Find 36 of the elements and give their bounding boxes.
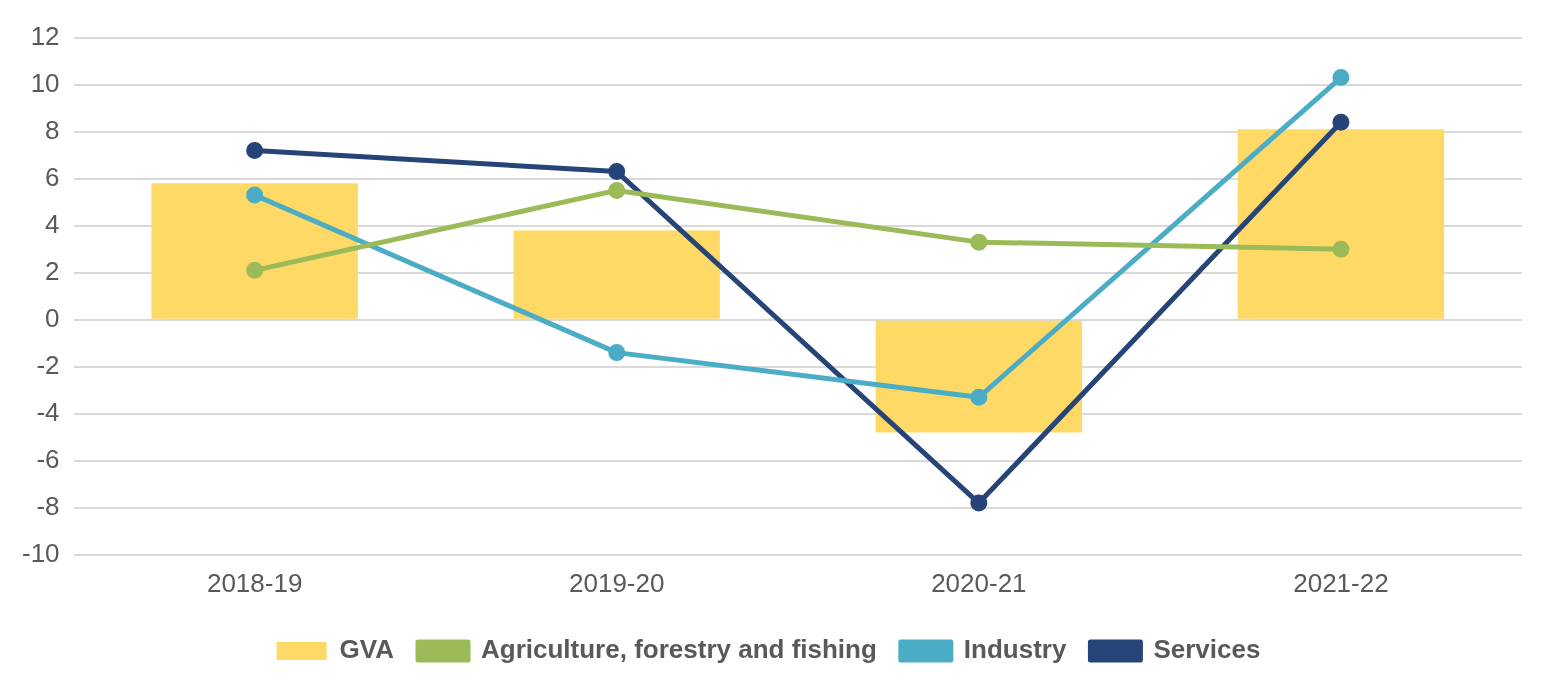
- y-tick-label: 0: [45, 302, 60, 333]
- point: [1332, 113, 1350, 131]
- bar: [1237, 129, 1445, 319]
- y-tick-label: -8: [36, 490, 60, 521]
- y-tick-label: 2: [45, 255, 60, 286]
- point: [608, 163, 626, 181]
- point: [1332, 69, 1350, 87]
- legend-label: Services: [1153, 634, 1261, 665]
- bar: [513, 230, 720, 319]
- point: [246, 141, 264, 159]
- x-tick-label: 2020-21: [931, 567, 1027, 598]
- y-tick-label: -4: [36, 396, 60, 427]
- legend-label: GVA: [339, 634, 395, 665]
- y-tick-label: 6: [45, 161, 60, 192]
- point: [608, 181, 626, 199]
- point: [970, 233, 988, 251]
- legend-label: Agriculture, forestry and fishing: [481, 634, 877, 665]
- y-tick-label: 10: [30, 67, 60, 98]
- point: [246, 186, 264, 204]
- y-tick-label: -6: [36, 443, 60, 474]
- point: [246, 261, 264, 279]
- point: [608, 344, 626, 362]
- bar: [875, 320, 1083, 433]
- y-tick-label: 12: [30, 20, 60, 51]
- bar: [151, 183, 358, 319]
- y-tick-label: 4: [45, 208, 60, 239]
- point: [970, 494, 988, 512]
- x-tick-label: 2021-22: [1293, 567, 1389, 598]
- y-tick-label: -2: [36, 349, 60, 380]
- y-tick-label: -10: [22, 537, 60, 568]
- point: [970, 388, 988, 406]
- y-tick-label: 8: [45, 114, 60, 145]
- x-tick-label: 2018-19: [206, 567, 303, 598]
- x-tick-label: 2019-20: [569, 567, 665, 598]
- legend-label: Industry: [963, 634, 1067, 665]
- point: [1332, 240, 1350, 258]
